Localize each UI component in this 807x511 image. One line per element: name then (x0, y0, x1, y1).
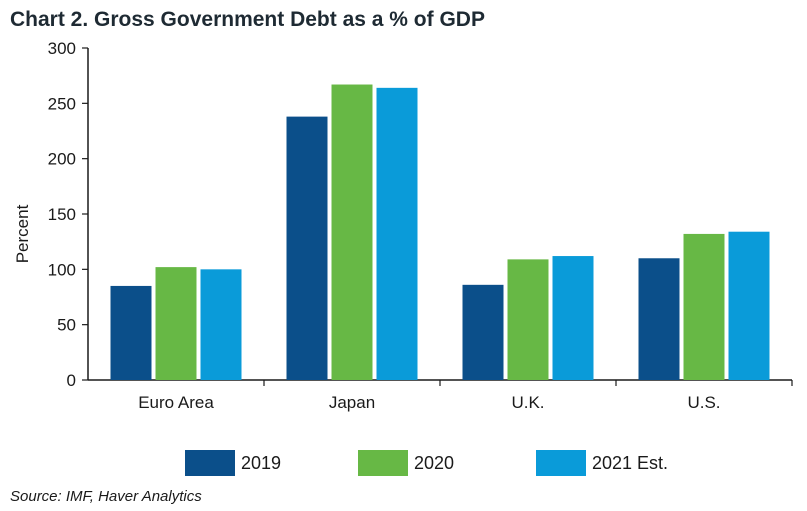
legend-label-2019: 2019 (241, 452, 282, 473)
bar-u-s-2019 (638, 258, 680, 380)
bar-japan-2021-est (376, 87, 418, 380)
bar-euro-area-2019 (110, 285, 152, 380)
y-tick-label: 250 (48, 94, 76, 113)
bar-euro-area-2021-est (200, 269, 242, 380)
bar-u-k-2020 (507, 259, 549, 380)
bar-japan-2020 (331, 84, 373, 381)
legend-label-2021-est: 2021 Est. (592, 452, 669, 473)
y-tick-label: 150 (48, 205, 76, 224)
y-axis-title: Percent (13, 204, 32, 263)
x-tick-label-u-k: U.K. (511, 393, 544, 412)
x-tick-label-japan: Japan (329, 393, 375, 412)
legend-item-2020: 2020 (358, 448, 454, 478)
bar-u-s-2020 (683, 233, 725, 380)
x-tick-label-euro-area: Euro Area (138, 393, 214, 412)
bar-euro-area-2020 (155, 267, 197, 380)
y-tick-label: 100 (48, 260, 76, 279)
legend-label-2020: 2020 (414, 452, 455, 473)
legend-item-2021-est: 2021 Est. (536, 448, 668, 478)
bar-u-k-2019 (462, 284, 504, 380)
bar-japan-2019 (286, 116, 328, 380)
legend-item-2019: 2019 (185, 448, 281, 478)
chart-title: Chart 2. Gross Government Debt as a % of… (10, 8, 485, 31)
y-tick-label: 50 (57, 316, 76, 335)
legend: 2019 2020 2021 Est. (0, 448, 807, 478)
bar-chart: 0 50 100 150 200 250 300 Percent Euro Area Japan U… (13, 39, 793, 412)
y-tick-label: 300 (48, 39, 76, 58)
legend-swatch-2021-est (536, 450, 586, 476)
y-tick-label: 0 (67, 371, 76, 390)
bar-u-s-2021-est (728, 231, 770, 380)
legend-swatch-2019 (185, 450, 235, 476)
legend-swatch-2020 (358, 450, 408, 476)
bar-u-k-2021-est (552, 256, 594, 380)
y-tick-label: 200 (48, 150, 76, 169)
source-note: Source: IMF, Haver Analytics (10, 488, 202, 505)
x-tick-label-u-s: U.S. (687, 393, 720, 412)
